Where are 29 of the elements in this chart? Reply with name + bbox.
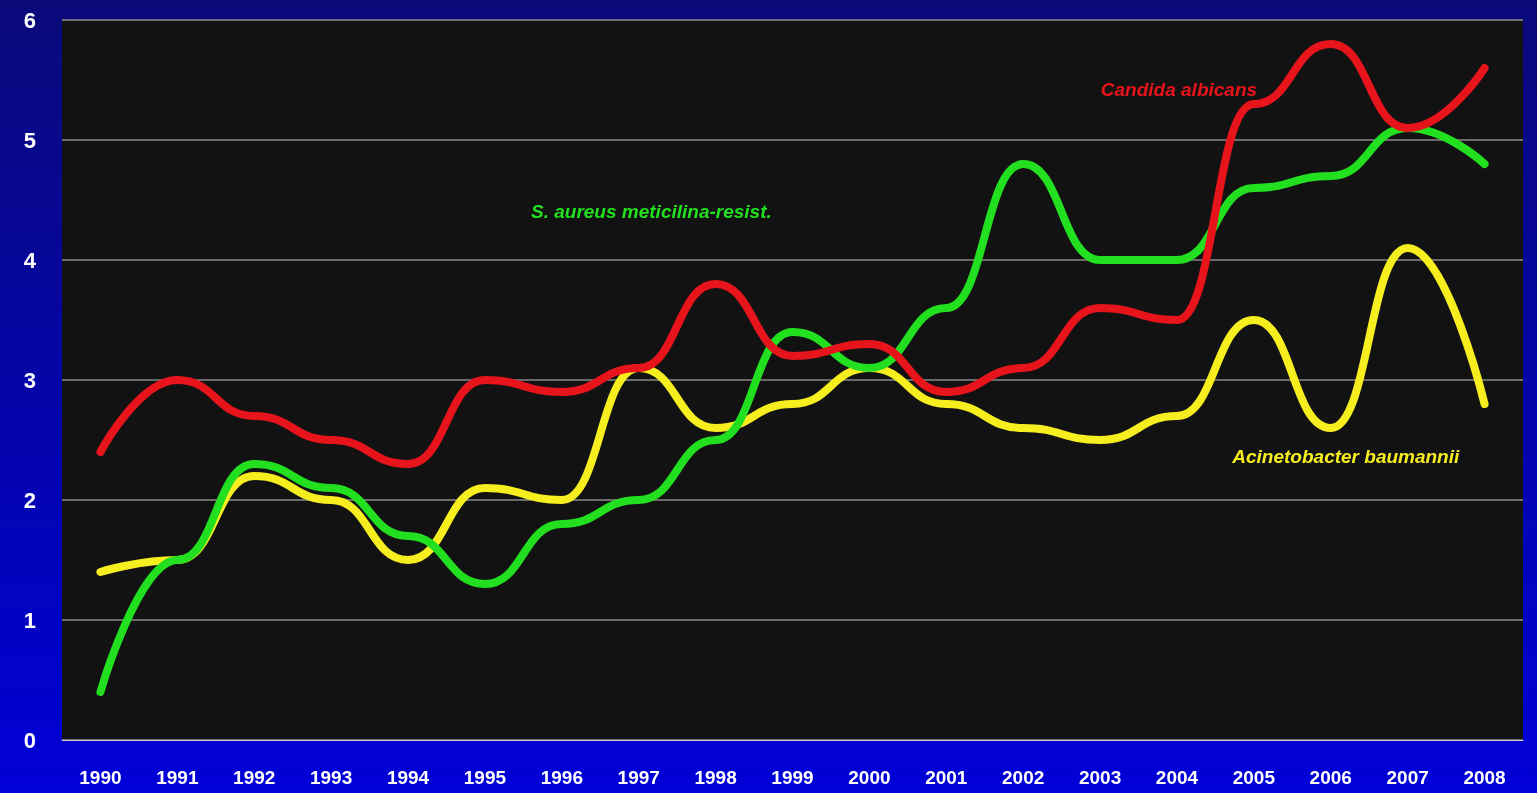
x-tick-label: 2005 bbox=[1232, 767, 1276, 788]
y-tick-label: 3 bbox=[23, 367, 36, 393]
x-tick-label: 2000 bbox=[848, 767, 891, 788]
x-tick-label: 1992 bbox=[233, 767, 276, 788]
x-tick-label: 2001 bbox=[925, 767, 968, 788]
x-tick-label: 1995 bbox=[463, 767, 507, 788]
x-tick-label: 2003 bbox=[1078, 767, 1122, 788]
series-label: Acinetobacter baumannii bbox=[1231, 446, 1460, 468]
y-tick-label: 0 bbox=[23, 727, 36, 753]
x-tick-label: 1993 bbox=[309, 767, 353, 788]
x-tick-label: 2002 bbox=[1002, 767, 1045, 788]
x-tick-label: 1994 bbox=[386, 767, 430, 788]
x-tick-label: 1990 bbox=[79, 767, 122, 788]
x-tick-label: 1998 bbox=[694, 767, 737, 788]
x-tick-label: 2007 bbox=[1386, 767, 1429, 788]
x-tick-label: 2006 bbox=[1309, 767, 1352, 788]
y-tick-label: 6 bbox=[23, 7, 36, 33]
x-tick-label: 2008 bbox=[1463, 767, 1506, 788]
y-tick-label: 5 bbox=[23, 127, 36, 153]
x-tick-label: 1996 bbox=[540, 767, 583, 788]
x-tick-label: 1997 bbox=[617, 767, 660, 788]
x-tick-label: 2004 bbox=[1155, 767, 1199, 788]
y-tick-label: 1 bbox=[23, 607, 36, 633]
x-tick-label: 1991 bbox=[156, 767, 199, 788]
series-label: Candida albicans bbox=[1100, 79, 1258, 100]
x-tick-label: 1999 bbox=[771, 767, 814, 788]
text: S. aureus meticilina-resist. bbox=[531, 201, 772, 223]
y-tick-label: 2 bbox=[23, 487, 36, 513]
y-tick-label: 4 bbox=[23, 247, 37, 273]
